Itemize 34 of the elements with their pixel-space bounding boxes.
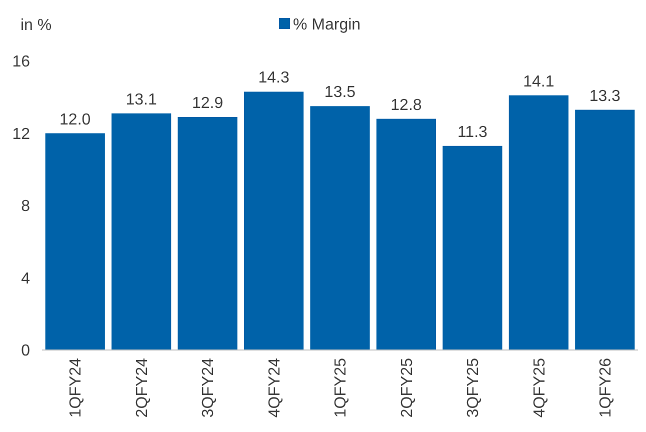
bar — [45, 133, 105, 350]
x-tick-label: 2QFY25 — [398, 358, 416, 418]
bar — [442, 146, 502, 350]
data-label: 12.0 — [60, 111, 91, 128]
bar — [575, 110, 635, 350]
y-tick-label: 16 — [12, 54, 30, 71]
bar — [244, 92, 304, 350]
y-tick-label: 12 — [12, 126, 30, 143]
bar — [310, 106, 370, 350]
bar — [508, 95, 568, 350]
data-label: 14.3 — [258, 70, 290, 87]
y-tick-label: 4 — [21, 270, 30, 288]
data-label: 13.1 — [126, 91, 158, 108]
x-tick-label: 3QFY25 — [465, 358, 482, 418]
x-tick-label: 4QFY25 — [531, 358, 548, 418]
data-label: 12.8 — [390, 96, 422, 114]
x-tick-label: 1QFY25 — [332, 358, 350, 418]
x-tick-label: 1QFY26 — [597, 358, 614, 418]
data-label: 11.3 — [457, 124, 488, 141]
y-tick-label: 0 — [21, 342, 30, 360]
data-label: 13.5 — [324, 84, 356, 102]
data-label: 13.3 — [589, 88, 621, 105]
bar — [178, 116, 238, 350]
bar — [376, 118, 436, 350]
x-tick-label: 1QFY24 — [68, 358, 85, 418]
bar — [112, 113, 172, 350]
data-label: 14.1 — [523, 73, 554, 90]
legend-label: % Margin — [293, 16, 361, 34]
data-label: 12.9 — [192, 94, 224, 112]
y-tick-label: 8 — [21, 198, 30, 216]
x-tick-label: 2QFY24 — [134, 358, 151, 418]
x-tick-label: 3QFY24 — [200, 358, 218, 418]
y-axis-title: in % — [20, 17, 52, 34]
x-tick-label: 4QFY24 — [266, 358, 284, 418]
